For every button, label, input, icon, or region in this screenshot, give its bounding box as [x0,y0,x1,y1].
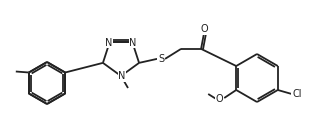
Text: O: O [200,24,208,34]
Text: N: N [129,38,137,48]
Text: Cl: Cl [292,89,301,99]
Text: O: O [215,94,223,104]
Text: N: N [105,38,112,48]
Text: N: N [118,71,126,81]
Text: S: S [158,54,164,64]
